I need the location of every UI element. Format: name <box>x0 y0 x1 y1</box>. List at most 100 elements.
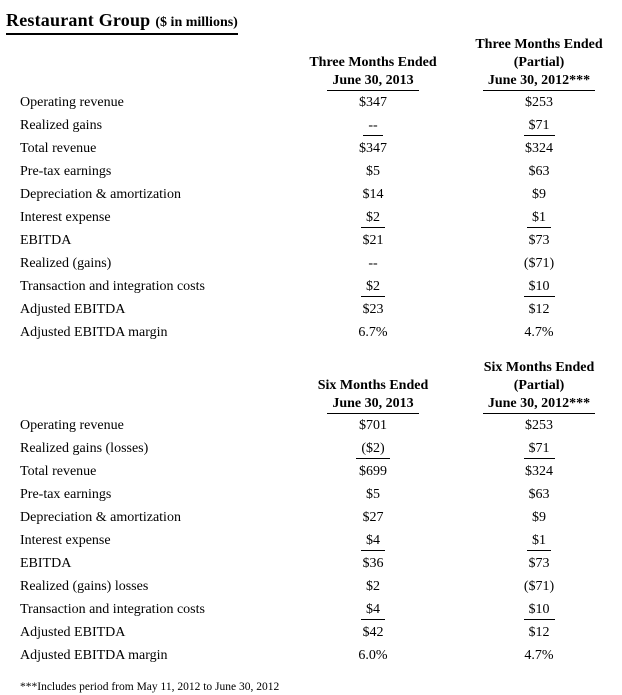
underlined-value: $4 <box>361 601 385 620</box>
value-2013: $347 <box>359 141 387 156</box>
value-2013: $5 <box>366 487 380 502</box>
header-line: June 30, 2013 <box>327 395 419 414</box>
row-label: Total revenue <box>20 141 97 156</box>
table-row: Realized gains -- $71 <box>0 114 622 137</box>
header-line: (Partial) <box>513 55 565 70</box>
header-line: Six Months Ended <box>317 378 429 393</box>
value-2012: $324 <box>525 141 553 156</box>
footnote: ***Includes period from May 11, 2012 to … <box>20 681 280 693</box>
value-2012: $253 <box>525 418 553 433</box>
value-2013: $2 <box>290 275 456 298</box>
value-2012: $10 <box>456 598 622 621</box>
value-2013: -- <box>368 256 378 271</box>
value-2012: $9 <box>532 510 546 525</box>
header-line: June 30, 2012*** <box>482 395 596 414</box>
row-label: Realized gains <box>20 118 103 133</box>
value-2013: $701 <box>359 418 387 433</box>
header-line: (Partial) <box>513 378 565 393</box>
row-label: Realized gains (losses) <box>20 441 149 456</box>
table-row: Depreciation & amortization $14 $9 <box>0 183 622 206</box>
value-2012: $1 <box>456 206 622 229</box>
header-line: June 30, 2013 <box>327 72 419 91</box>
value-2013: $4 <box>290 598 456 621</box>
row-label: Adjusted EBITDA margin <box>20 648 168 663</box>
value-2013: $4 <box>290 529 456 552</box>
row-label: Interest expense <box>20 210 111 225</box>
page-title: Restaurant Group ($ in millions) <box>6 10 622 35</box>
table-row: Realized gains (losses) ($2) $71 <box>0 437 622 460</box>
three-months-table: Three Months Ended June 30, 2013 Three M… <box>0 37 622 344</box>
row-label-column-header <box>0 37 290 91</box>
row-label: Interest expense <box>20 533 111 548</box>
value-2012: $253 <box>525 95 553 110</box>
value-2012: $9 <box>532 187 546 202</box>
row-label: Transaction and integration costs <box>20 279 205 294</box>
value-2013: $2 <box>366 579 380 594</box>
table-row: Realized (gains) losses $2 ($71) <box>0 575 622 598</box>
table-row: Adjusted EBITDA $23 $12 <box>0 298 622 321</box>
underlined-value: -- <box>363 117 383 136</box>
value-2012: $12 <box>528 302 550 317</box>
underlined-value: ($2) <box>356 440 390 459</box>
value-2013: $23 <box>362 302 384 317</box>
table-row: Interest expense $2 $1 <box>0 206 622 229</box>
row-label: Depreciation & amortization <box>20 510 181 525</box>
header-date-underlined: June 30, 2013 <box>327 395 419 414</box>
page-title-text: Restaurant Group ($ in millions) <box>6 10 238 35</box>
six-months-table: Six Months Ended June 30, 2013 Six Month… <box>0 360 622 667</box>
row-label: Adjusted EBITDA <box>20 302 126 317</box>
column-header-2013: Six Months Ended June 30, 2013 <box>290 360 456 414</box>
value-2012: $324 <box>525 464 553 479</box>
title-main: Restaurant Group <box>6 10 151 30</box>
value-2013: 6.0% <box>358 648 388 663</box>
row-label: Pre-tax earnings <box>20 164 112 179</box>
row-label: Depreciation & amortization <box>20 187 181 202</box>
row-label: Operating revenue <box>20 418 124 433</box>
table-row: Total revenue $699 $324 <box>0 460 622 483</box>
underlined-value: $4 <box>361 532 385 551</box>
underlined-value: $10 <box>523 278 555 297</box>
table-row: Transaction and integration costs $4 $10 <box>0 598 622 621</box>
value-2013: -- <box>290 114 456 137</box>
value-2012: ($71) <box>523 579 555 594</box>
table-row: Transaction and integration costs $2 $10 <box>0 275 622 298</box>
row-label: EBITDA <box>20 556 72 571</box>
underlined-value: $1 <box>527 532 551 551</box>
table-row: EBITDA $36 $73 <box>0 552 622 575</box>
row-label: Realized (gains) <box>20 256 112 271</box>
underlined-value: $2 <box>361 209 385 228</box>
value-2013: $2 <box>290 206 456 229</box>
underlined-value: $71 <box>523 117 555 136</box>
table-row: Total revenue $347 $324 <box>0 137 622 160</box>
table-row: Adjusted EBITDA $42 $12 <box>0 621 622 644</box>
header-date-underlined: June 30, 2012*** <box>482 72 596 91</box>
value-2012: $63 <box>528 164 550 179</box>
row-label-column-header <box>0 360 290 414</box>
column-header-2012: Six Months Ended (Partial) June 30, 2012… <box>456 360 622 414</box>
table-row: Adjusted EBITDA margin 6.7% 4.7% <box>0 321 622 344</box>
six-months-table-header: Six Months Ended June 30, 2013 Six Month… <box>0 360 622 414</box>
value-2013: $42 <box>362 625 384 640</box>
header-line: Six Months Ended <box>483 360 595 375</box>
row-label: Operating revenue <box>20 95 124 110</box>
three-months-table-header: Three Months Ended June 30, 2013 Three M… <box>0 37 622 91</box>
header-line: Three Months Ended <box>309 55 437 70</box>
row-label: Adjusted EBITDA margin <box>20 325 168 340</box>
row-label: EBITDA <box>20 233 72 248</box>
underlined-value: $10 <box>523 601 555 620</box>
underlined-value: $1 <box>527 209 551 228</box>
value-2013: ($2) <box>290 437 456 460</box>
table-row: Pre-tax earnings $5 $63 <box>0 483 622 506</box>
column-header-2012: Three Months Ended (Partial) June 30, 20… <box>456 37 622 91</box>
row-label: Transaction and integration costs <box>20 602 205 617</box>
row-label: Pre-tax earnings <box>20 487 112 502</box>
header-date-underlined: June 30, 2013 <box>327 72 419 91</box>
row-label: Total revenue <box>20 464 97 479</box>
header-line: Three Months Ended <box>475 37 603 52</box>
value-2012: ($71) <box>523 256 555 271</box>
value-2013: $14 <box>362 187 384 202</box>
value-2013: $699 <box>359 464 387 479</box>
value-2012: $73 <box>528 233 550 248</box>
value-2013: $36 <box>362 556 384 571</box>
